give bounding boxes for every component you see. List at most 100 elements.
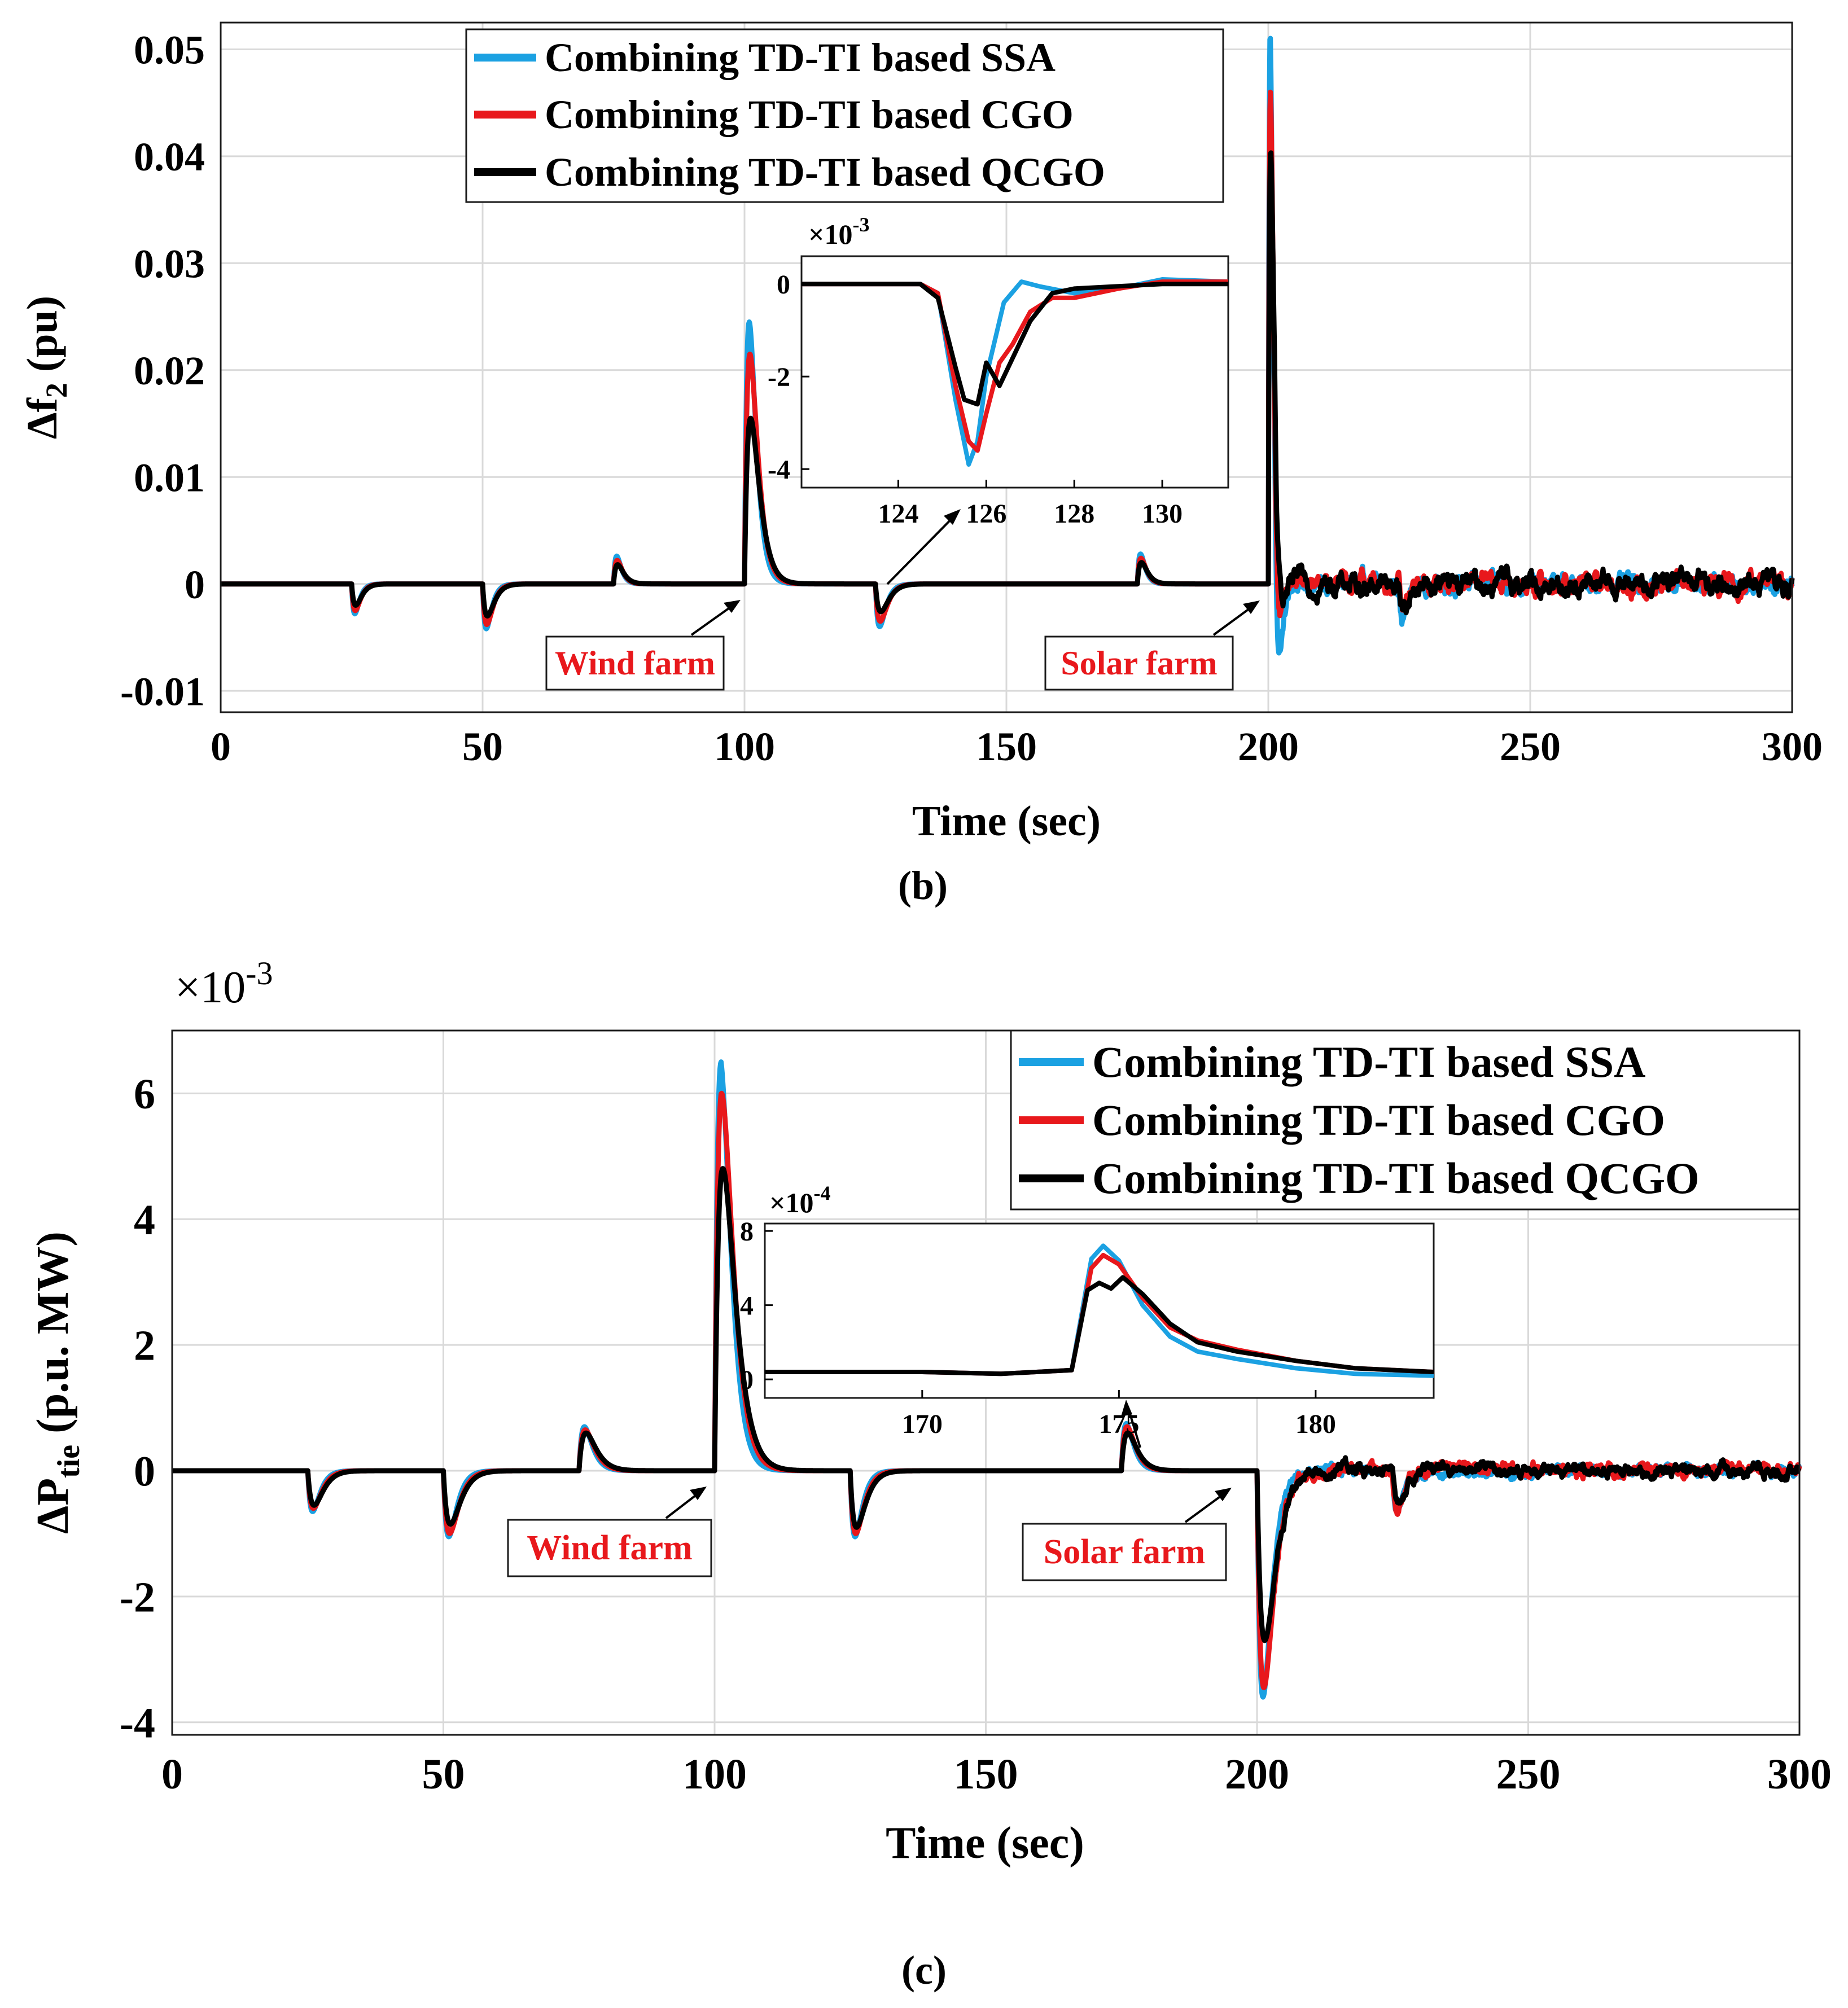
legend-label-cgo: Combining TD-TI based CGO	[1092, 1095, 1665, 1145]
arrowhead	[1215, 1488, 1232, 1501]
inset-pointer-arrow	[886, 509, 961, 585]
x-tick-label: 100	[682, 1751, 747, 1798]
y-axis-label-subscript: tie	[51, 1445, 86, 1478]
exponent-base: ×10	[175, 963, 246, 1012]
inset-y-tick-labels: -4 -2 0	[768, 270, 809, 485]
legend-label-ssa: Combining TD-TI based SSA	[1092, 1037, 1645, 1086]
inset-exponent-label: ×10-3	[808, 213, 870, 250]
exponent-power: -4	[814, 1182, 831, 1204]
exponent-base: ×10	[769, 1187, 814, 1218]
panel-b: 0 50 100 150 200 250 300 -0.0100.010.020.030.0…	[19, 21, 1823, 908]
y-axis-label-main: ΔP	[28, 1478, 78, 1534]
series-group	[218, 36, 1795, 656]
y-axis-label-main: Δf	[19, 397, 66, 439]
legend-label-qcgo: Combining TD-TI based QCGO	[1092, 1154, 1700, 1203]
inset-x-tick-labels: 170 175 180	[902, 1390, 1336, 1439]
annotation-box	[1022, 1523, 1227, 1581]
x-tick-label: 0	[161, 1751, 183, 1798]
inset-frame	[800, 255, 1229, 489]
x-tick-label: 250	[1496, 1751, 1561, 1798]
inset-x-tick-label: 175	[1098, 1409, 1139, 1439]
x-tick-label: 300	[1767, 1751, 1832, 1798]
legend-label-cgo: Combining TD-TI based CGO	[545, 92, 1074, 137]
series-line-qcgo	[218, 150, 1795, 619]
x-tick-label: 300	[1762, 724, 1823, 769]
x-tick-labels: 0 50 100 150 200 250 300	[211, 724, 1823, 769]
inset-y-tick-label: 8	[740, 1217, 754, 1247]
legend-box	[465, 28, 1224, 203]
y-axis-label: Δf2 (pu)	[19, 296, 73, 439]
arrowhead	[724, 600, 741, 613]
y-tick-label: -2	[120, 1573, 155, 1621]
legend-box	[1010, 1029, 1801, 1211]
x-tick-label: 200	[1225, 1751, 1289, 1798]
series-line-qcgo	[170, 1166, 1802, 1643]
inset-exponent-label: ×10-4	[769, 1182, 831, 1218]
inset-x-tick-label: 170	[902, 1409, 943, 1439]
arrowhead	[1243, 600, 1260, 614]
inset-y-tick-label: 0	[777, 270, 790, 300]
annotation-text: Wind farm	[555, 645, 715, 682]
inset-y-tick-labels: 0 4 8	[740, 1217, 773, 1395]
inset-y-tick-label: -4	[768, 455, 790, 485]
y-tick-label: 0.04	[134, 134, 205, 179]
annotation-wind-farm: Wind farm	[545, 600, 741, 691]
arrowhead	[944, 509, 961, 525]
inset-x-tick-label: 128	[1054, 499, 1094, 529]
pointer-line	[886, 512, 958, 585]
annotation-box	[545, 635, 725, 691]
series-group	[170, 1059, 1802, 1700]
x-tick-label: 250	[1500, 724, 1561, 769]
plot-frame	[220, 21, 1793, 713]
inset-series-line-qcgo	[802, 282, 1228, 407]
y-tick-label: -0.01	[120, 669, 205, 714]
y-tick-label: 4	[134, 1196, 155, 1244]
x-tick-label: 150	[976, 724, 1037, 769]
exponent-power: -3	[246, 955, 273, 992]
x-axis-label: Time (sec)	[912, 797, 1101, 845]
y-tick-label: 0	[185, 562, 205, 607]
annotation-text: Solar farm	[1044, 1533, 1205, 1571]
y-axis-label-tail: (pu)	[19, 296, 66, 383]
panel-caption: (c)	[901, 1948, 947, 1993]
inset: 124 126 128 130 -4 -2 0 ×10-3	[768, 213, 1229, 529]
annotation-box	[1044, 635, 1234, 691]
y-tick-labels: -0.01 0 0.01 0.02 0.03 0.04 0.05	[120, 28, 205, 714]
legend: Combining TD-TI based SSA Combining TD-T…	[1010, 1029, 1801, 1211]
y-tick-label: -4	[120, 1699, 155, 1747]
panel-caption: (b)	[898, 863, 948, 908]
annotation-text: Solar farm	[1061, 645, 1217, 682]
annotation-box	[507, 1519, 712, 1577]
inset-series-group	[765, 1243, 1434, 1378]
y-tick-label: 6	[134, 1071, 155, 1118]
annotation-solar-farm: Solar farm	[1044, 600, 1260, 691]
arrowhead	[690, 1487, 707, 1500]
inset-x-tick-label: 130	[1142, 499, 1183, 529]
y-axis-label-subscript: 2	[40, 383, 73, 398]
annotation-text: Wind farm	[527, 1529, 692, 1567]
inset-series-line-qcgo	[765, 1275, 1434, 1376]
y-tick-labels: -4 -2 0 2 4 6	[120, 1071, 155, 1747]
exponent-power: -3	[853, 213, 870, 236]
inset-y-tick-label: -2	[768, 362, 790, 392]
exponent-base: ×10	[808, 218, 853, 250]
x-tick-label: 200	[1238, 724, 1299, 769]
legend-label-ssa: Combining TD-TI based SSA	[545, 35, 1056, 80]
y-axis-label-tail: (p.u. MW)	[28, 1231, 78, 1445]
inset-x-tick-label: 124	[878, 499, 918, 529]
y-axis-label: ΔPtie (p.u. MW)	[28, 1231, 86, 1534]
inset: 170 175 180 0 4 8 ×10-4	[740, 1182, 1435, 1439]
x-tick-labels: 0 50 100 150 200 250 300	[161, 1751, 1832, 1798]
y-tick-label: 0.01	[134, 455, 205, 500]
arrowhead	[1121, 1400, 1132, 1417]
y-tick-label: 0	[134, 1448, 155, 1496]
y-exponent-label: ×10-3	[175, 955, 273, 1012]
x-tick-label: 150	[954, 1751, 1018, 1798]
legend: Combining TD-TI based SSA Combining TD-T…	[465, 28, 1224, 203]
inset-pointer-arrow	[1121, 1400, 1141, 1448]
x-tick-label: 50	[462, 724, 503, 769]
plot-frame	[171, 1029, 1801, 1736]
annotation-solar-farm: Solar farm	[1022, 1488, 1232, 1581]
